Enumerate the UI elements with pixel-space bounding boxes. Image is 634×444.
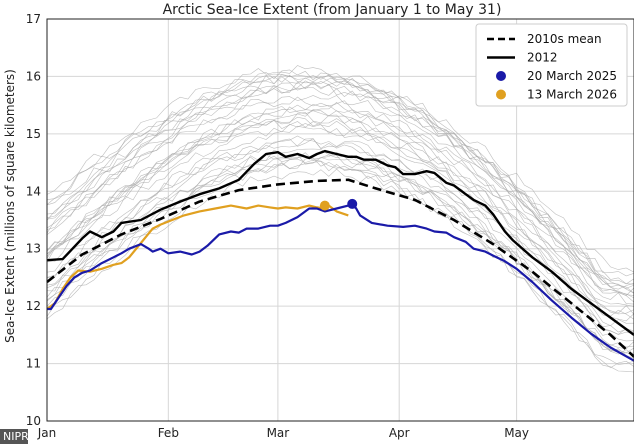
legend-label: 13 March 2026 <box>527 88 617 102</box>
background-year-line <box>46 123 634 335</box>
y-tick-label: 10 <box>26 414 41 428</box>
background-year-line <box>46 119 634 333</box>
background-year-line <box>46 157 634 350</box>
background-year-line <box>46 96 634 315</box>
legend-box <box>475 23 628 107</box>
series-line-20-march-2025 <box>47 202 634 362</box>
background-year-line <box>46 106 634 307</box>
x-tick-labels: Jan Feb Mar Apr May <box>37 426 529 440</box>
legend-swatch <box>496 71 506 81</box>
y-tick-label: 16 <box>26 69 41 83</box>
y-tick-label: 12 <box>26 299 41 313</box>
x-tick-label: Mar <box>267 426 290 440</box>
y-tick-label: 17 <box>26 12 41 26</box>
background-year-line <box>46 70 634 285</box>
credit-background <box>0 429 28 444</box>
x-tick-label: Feb <box>158 426 179 440</box>
background-year-line <box>46 87 634 290</box>
background-year-line <box>46 81 634 296</box>
y-tick-label: 15 <box>26 127 41 141</box>
y-tick-label: 13 <box>26 242 41 256</box>
credit-text: NIPR <box>3 430 29 443</box>
legend-label: 2010s mean <box>527 32 602 46</box>
background-year-line <box>46 65 634 294</box>
marker-20-march-2025 <box>347 198 358 209</box>
background-year-line <box>46 102 634 299</box>
chart-title: Arctic Sea-Ice Extent (from January 1 to… <box>163 2 502 18</box>
legend-swatch <box>496 89 506 100</box>
y-tick-label: 14 <box>26 184 41 198</box>
background-year-line <box>46 168 634 365</box>
y-tick-labels: 10 11 12 13 14 15 16 17 <box>26 12 41 428</box>
legend-label: 20 March 2025 <box>527 69 617 83</box>
y-tick-label: 11 <box>26 357 41 371</box>
legend-label: 2012 <box>527 51 558 65</box>
x-tick-label: Jan <box>37 426 57 440</box>
x-tick-label: May <box>504 426 529 440</box>
legend: 2010s mean 2012 20 March 2025 13 March 2026 <box>475 23 628 107</box>
series-line-13-march-2026 <box>46 204 349 310</box>
series-line-2010s-mean <box>46 178 634 358</box>
series-lines <box>46 149 634 362</box>
background-year-line <box>46 125 634 315</box>
background-year-line <box>46 158 634 373</box>
background-year-line <box>46 148 634 348</box>
background-year-line <box>46 95 634 296</box>
background-year-line <box>46 152 634 354</box>
series-line-2012 <box>46 149 634 336</box>
plot-frame <box>46 18 634 422</box>
background-year-lines <box>46 65 634 373</box>
marker-13-march-2026 <box>319 200 330 211</box>
y-axis-label: Sea-Ice Extent (millions of square kilom… <box>3 69 17 343</box>
background-year-line <box>46 69 634 294</box>
background-year-line <box>46 138 634 342</box>
background-year-line <box>46 74 634 273</box>
x-tick-label: Apr <box>389 426 410 440</box>
background-year-line <box>46 112 634 320</box>
series-markers <box>319 198 358 211</box>
background-year-line <box>46 76 634 303</box>
